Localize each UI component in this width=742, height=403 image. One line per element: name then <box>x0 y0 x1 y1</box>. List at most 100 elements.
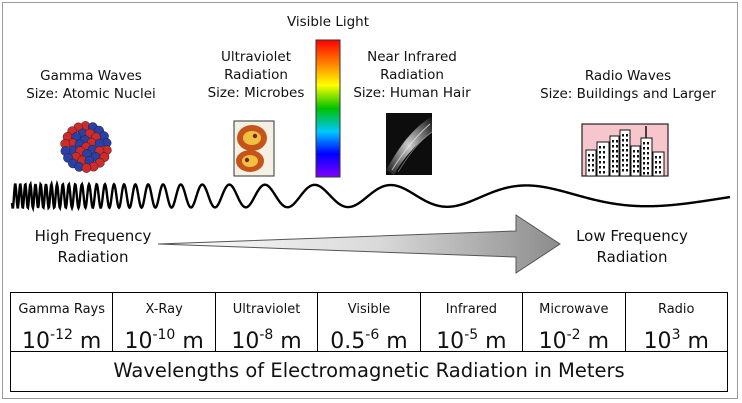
frequency-arrow <box>157 214 561 274</box>
building-window <box>643 152 645 155</box>
wavelength-column: X-Ray 10-10 m <box>113 293 216 354</box>
building-window <box>612 145 614 148</box>
building-window <box>659 171 661 174</box>
building-window <box>659 156 661 159</box>
wavelength-value: 10-5 m <box>421 322 522 355</box>
building-window <box>647 162 649 165</box>
building-window <box>599 161 601 164</box>
value-unit: m <box>175 329 204 354</box>
building-window <box>592 154 594 157</box>
column-name: Gamma Rays <box>18 302 106 317</box>
wavelength-column: Microwave 10-2 m <box>523 293 626 354</box>
building-window <box>603 171 605 174</box>
building-window <box>599 156 601 159</box>
column-name: Infrared <box>445 302 498 317</box>
building-window <box>616 155 618 158</box>
building-window <box>655 161 657 164</box>
building-window <box>588 154 590 157</box>
wavelength-value: 103 m <box>626 322 727 355</box>
building-window <box>612 165 614 168</box>
building-window <box>633 165 635 168</box>
column-name: Microwave <box>539 302 609 317</box>
value-mantissa: 10 <box>643 329 672 354</box>
value-exponent: -12 <box>50 327 73 343</box>
building-window <box>612 150 614 153</box>
building-window <box>659 161 661 164</box>
radio-waves-label: Radio Waves Size: Buildings and Larger <box>540 68 716 102</box>
building-window <box>626 139 628 142</box>
building-window <box>637 160 639 163</box>
wavelength-columns: Gamma Rays 10-12 m X-Ray 10-10 m Ultraviolet… <box>11 293 727 354</box>
building-window <box>647 147 649 150</box>
building-window <box>612 155 614 158</box>
column-name: Ultraviolet <box>232 302 301 317</box>
wavelength-column: Infrared 10-5 m <box>421 293 524 354</box>
building-window <box>647 157 649 160</box>
building-window <box>622 154 624 157</box>
wavelength-value: 10-12 m <box>11 322 112 355</box>
value-exponent: 3 <box>671 327 681 343</box>
building-window <box>659 166 661 169</box>
gamma-label: Gamma Waves Size: Atomic Nuclei <box>26 68 156 102</box>
wavelength-column: Gamma Rays 10-12 m <box>11 293 114 354</box>
building-window <box>599 146 601 149</box>
value-exponent: -5 <box>464 327 479 343</box>
ultraviolet-label: Ultraviolet Radiation Size: Microbes <box>207 49 305 101</box>
building-window <box>647 172 649 175</box>
building-window <box>626 154 628 157</box>
value-mantissa: 10 <box>124 329 153 354</box>
illustration-layer <box>10 39 731 274</box>
building-window <box>626 134 628 137</box>
building-window <box>626 149 628 152</box>
building-window <box>626 164 628 167</box>
building-window <box>622 134 624 137</box>
building-window <box>603 166 605 169</box>
rainbow-spectrum-icon <box>315 39 341 178</box>
value-mantissa: 10 <box>538 329 567 354</box>
value-mantissa: 10 <box>436 329 465 354</box>
building-window <box>612 170 614 173</box>
wavelength-value: 0.5-6 m <box>318 322 419 355</box>
value-unit: m <box>273 329 302 354</box>
building-window <box>643 157 645 160</box>
building-window <box>633 150 635 153</box>
value-exponent: -2 <box>566 327 581 343</box>
building-window <box>616 165 618 168</box>
outer-frame <box>2 2 738 399</box>
city-buildings-icon <box>581 123 669 177</box>
building-window <box>647 152 649 155</box>
building-window <box>622 139 624 142</box>
building-window <box>643 167 645 170</box>
building-window <box>616 160 618 163</box>
table-caption: Wavelengths of Electromagnetic Radiation… <box>11 351 727 391</box>
column-name: Radio <box>657 302 695 317</box>
building-window <box>622 144 624 147</box>
low-frequency-label: Low Frequency Radiation <box>576 227 688 266</box>
wavelength-value: 10-8 m <box>216 322 317 355</box>
wavelength-table: Gamma Rays 10-12 m X-Ray 10-10 m Ultraviolet… <box>10 292 728 392</box>
building-window <box>603 146 605 149</box>
building-window <box>592 164 594 167</box>
wavelength-value: 10-2 m <box>523 322 624 355</box>
building-window <box>647 142 649 145</box>
value-mantissa: 10 <box>231 329 260 354</box>
visible-light-label: Visible Light <box>286 14 370 30</box>
building-window <box>626 159 628 162</box>
frequency-wave <box>10 179 731 213</box>
building-window <box>616 150 618 153</box>
value-unit: m <box>478 329 507 354</box>
building-window <box>633 160 635 163</box>
building-window <box>616 170 618 173</box>
value-exponent: -8 <box>259 327 274 343</box>
building-window <box>588 164 590 167</box>
building-window <box>643 172 645 175</box>
human-hair-icon <box>386 113 433 175</box>
value-unit: m <box>379 329 408 354</box>
building-window <box>637 170 639 173</box>
value-unit: m <box>72 329 102 354</box>
building-window <box>633 170 635 173</box>
building-window <box>603 151 605 154</box>
value-mantissa: 10 <box>22 329 51 354</box>
building-window <box>626 144 628 147</box>
